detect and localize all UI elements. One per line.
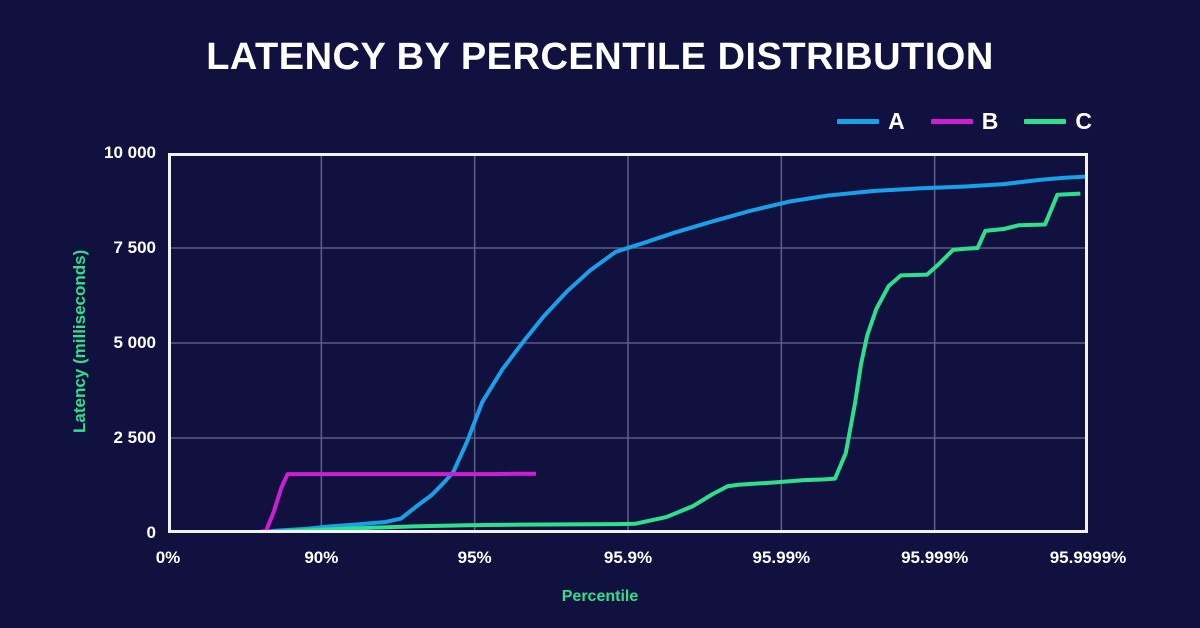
y-tick-label: 10 000 [104, 143, 156, 162]
y-tick-label: 5 000 [113, 333, 156, 352]
x-tick-label: 95.9% [603, 548, 653, 567]
y-axis-label: Latency (milliseconds) [70, 249, 89, 433]
legend-label: A [888, 108, 905, 134]
legend-item-c[interactable]: C [1024, 110, 1092, 133]
plot-svg [168, 153, 1088, 533]
x-tick-label: 0% [155, 548, 181, 567]
x-tick-label: 95.9999% [1049, 548, 1127, 567]
y-tick-label: 7 500 [113, 238, 156, 257]
series-line-c [255, 191, 1081, 533]
legend-label: B [981, 108, 999, 134]
series-lines [254, 174, 1088, 533]
x-tick-label: 90% [304, 548, 339, 567]
x-tick-label: 95.999% [901, 548, 969, 567]
y-tick-label: 2 500 [113, 428, 156, 447]
x-tick-label: 95.99% [752, 548, 811, 567]
y-tick-label: 0 [146, 523, 156, 542]
x-axis-label: Percentile [561, 588, 639, 605]
plot-area [168, 153, 1088, 533]
series-line-a [255, 174, 1088, 533]
x-tick-label: 95% [457, 548, 492, 567]
series-line-b [254, 471, 536, 533]
legend-item-a[interactable]: A [837, 110, 905, 133]
legend-label: C [1075, 108, 1092, 134]
plot-frame [168, 153, 1088, 533]
legend-swatch-icon [1024, 119, 1067, 124]
legend-swatch-icon [837, 119, 880, 124]
legend-item-b[interactable]: B [930, 108, 999, 134]
legend-swatch-icon [930, 119, 973, 124]
chart-legend: A B C [837, 110, 1092, 133]
page-title: LATENCY BY PERCENTILE DISTRIBUTION [206, 36, 994, 78]
